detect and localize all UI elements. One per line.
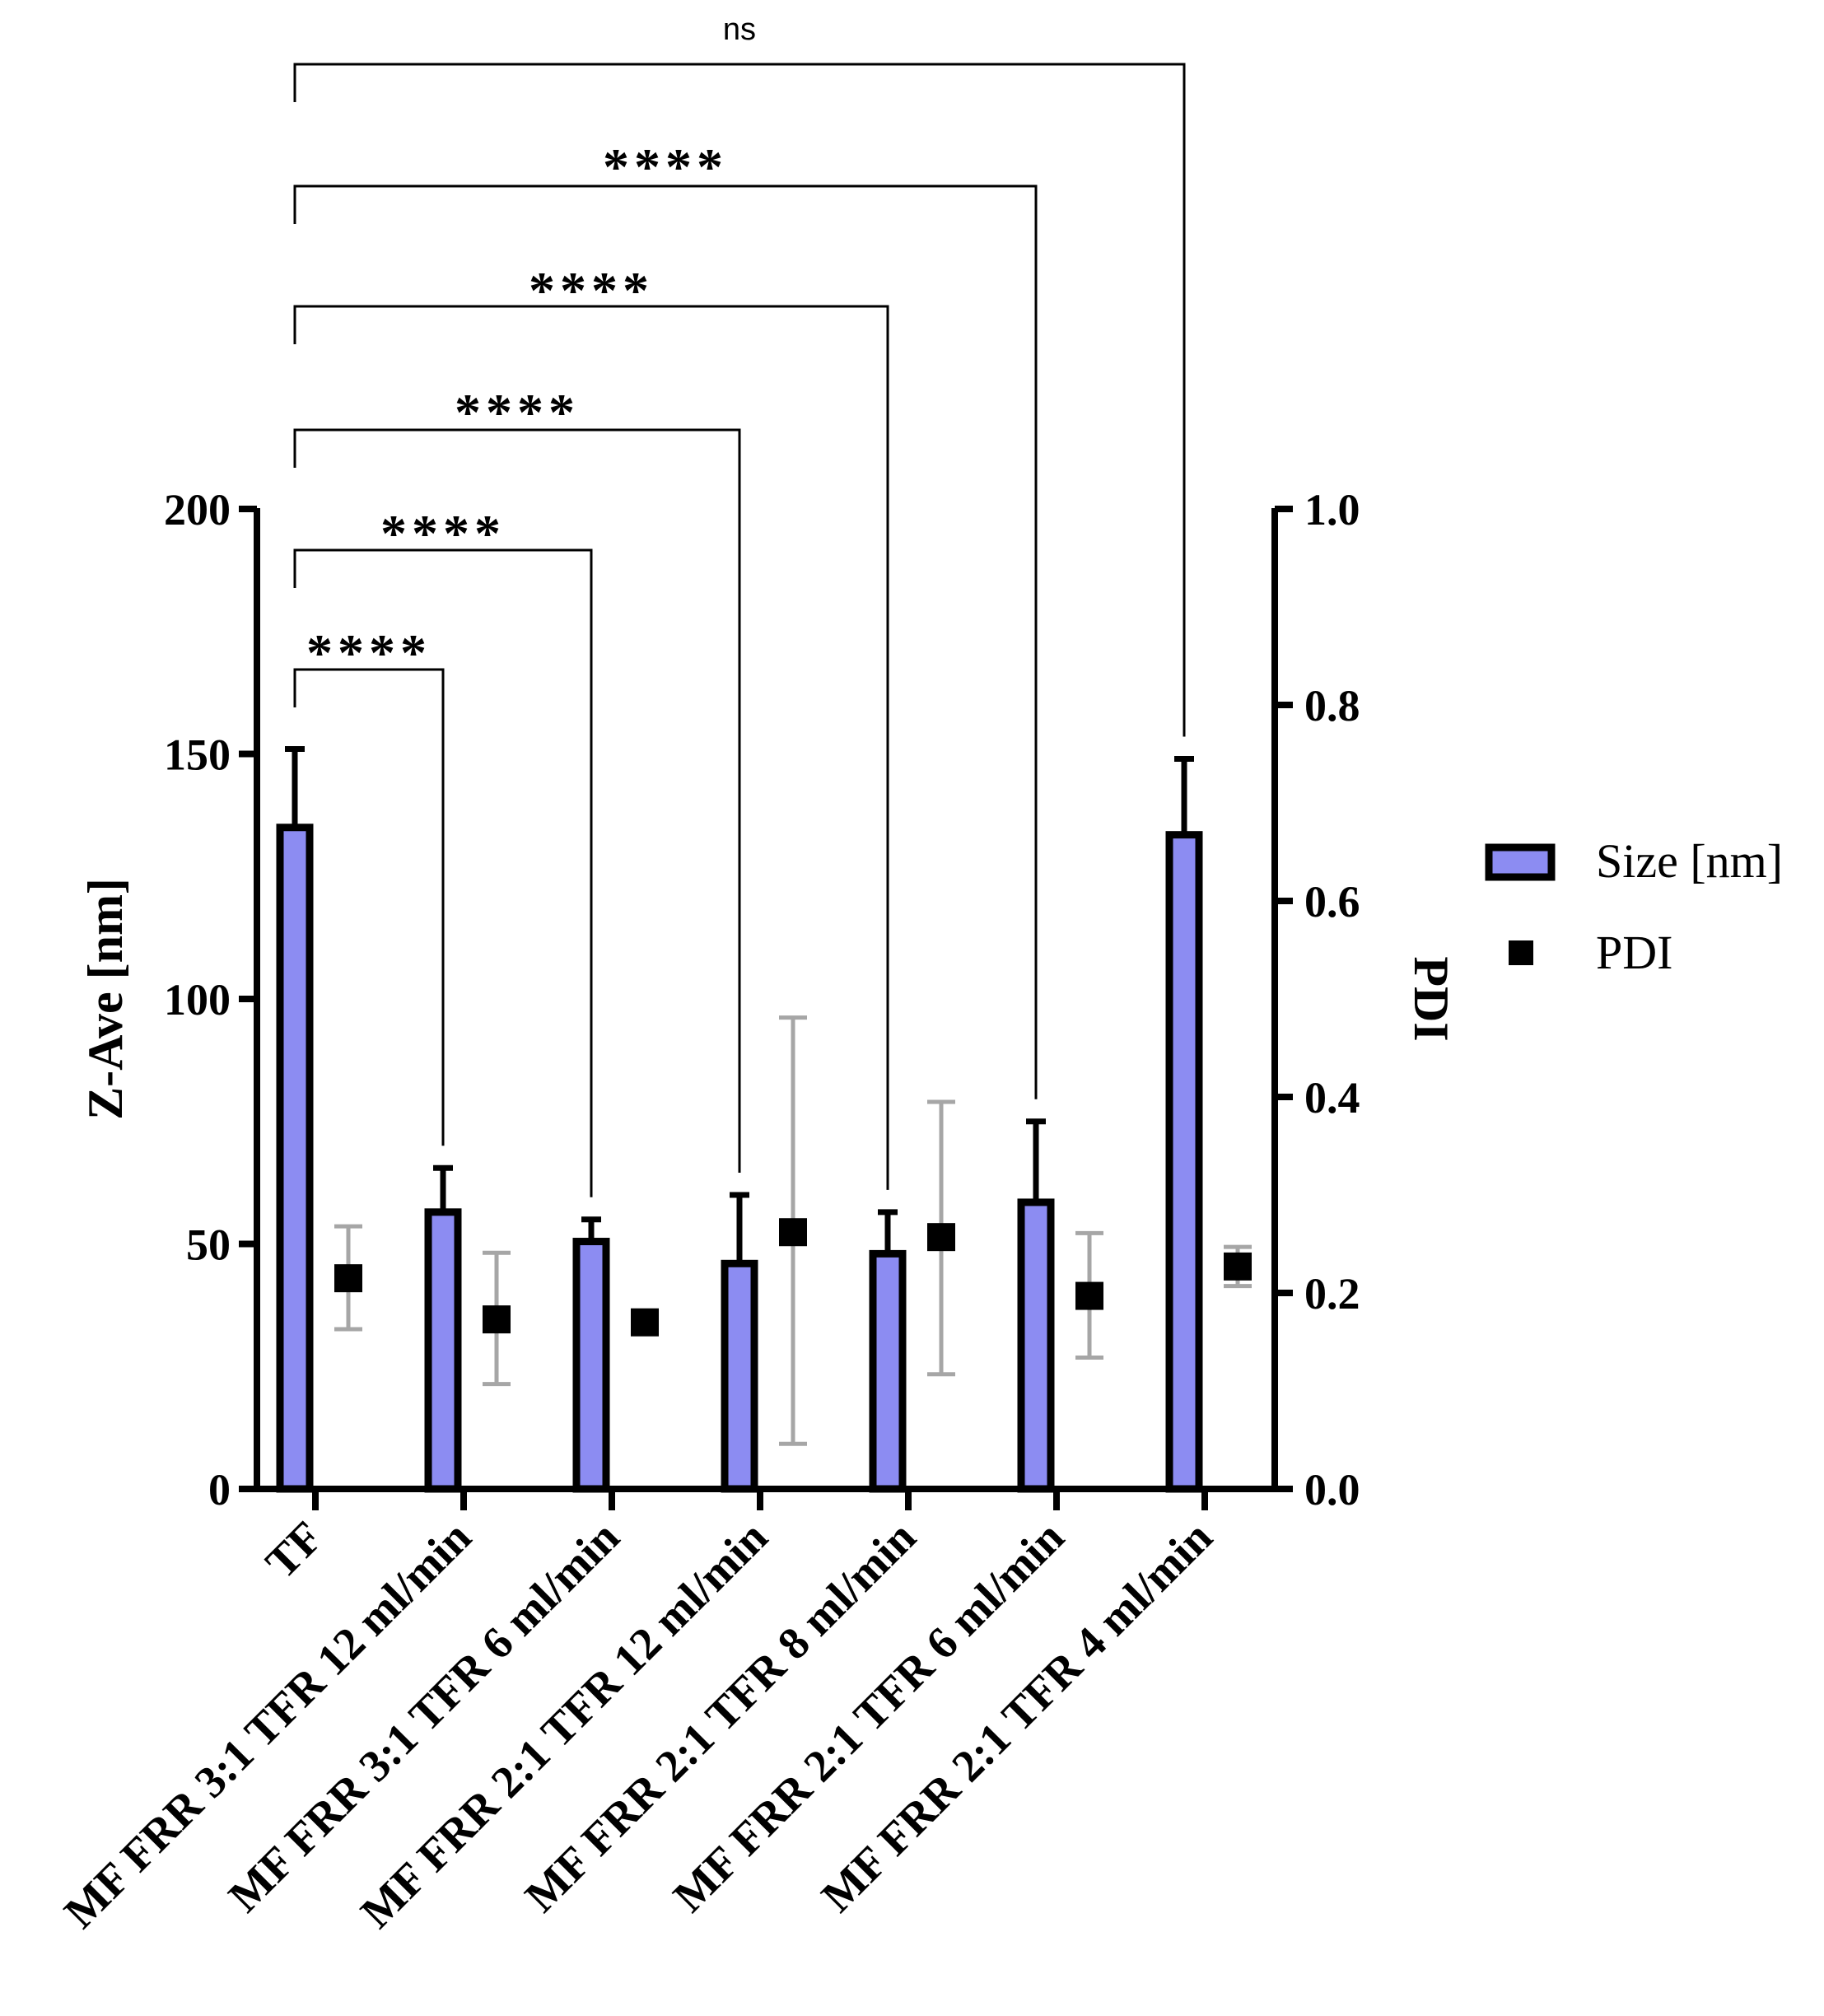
left-y-axis-title: Z-Ave [nm] <box>78 878 133 1120</box>
significance-label: **** <box>603 138 728 196</box>
significance-bracket <box>293 428 741 1173</box>
x-tick-label: TF <box>256 1511 333 1588</box>
size-bar <box>572 1238 610 1493</box>
significance-label: **** <box>529 261 654 320</box>
size-bar <box>276 824 314 1493</box>
left-y-tick-label: 100 <box>164 975 231 1024</box>
pdi-point <box>483 1305 511 1334</box>
right-y-tick-label: 1.0 <box>1304 485 1360 534</box>
legend: Size [nm] PDI <box>1485 834 1783 979</box>
legend-pdi-swatch <box>1509 940 1533 965</box>
right-y-tick-label: 0.4 <box>1304 1073 1360 1122</box>
significance-bracket <box>293 63 1186 737</box>
pdi-point <box>1224 1252 1252 1281</box>
pdi-point <box>631 1308 659 1337</box>
left-y-tick-label: 0 <box>208 1465 231 1514</box>
legend-pdi-label: PDI <box>1596 926 1672 979</box>
right-y-tick-label: 0.2 <box>1304 1269 1360 1318</box>
significance-brackets: **** **** **** **** **** ns <box>293 12 1186 1197</box>
pdi-point <box>1075 1281 1103 1310</box>
significance-label: **** <box>380 504 506 562</box>
size-bar <box>1165 831 1203 1493</box>
axes: 0 50 100 150 200 0.0 0.2 0.4 0.6 0.8 1.0 Z-Ave [nm]… <box>78 485 1458 1514</box>
size-bar <box>424 1208 462 1493</box>
significance-bracket <box>293 305 889 1190</box>
size-bars <box>276 746 1203 1493</box>
pdi-point <box>334 1264 362 1293</box>
left-y-tick-label: 200 <box>164 485 231 534</box>
size-bar <box>721 1259 758 1493</box>
significance-bracket <box>293 548 593 1197</box>
right-y-tick-label: 0.0 <box>1304 1465 1360 1514</box>
legend-size-swatch <box>1485 843 1556 881</box>
right-y-axis-title: PDI <box>1404 956 1458 1041</box>
pdi-point <box>779 1218 807 1247</box>
pdi-point <box>927 1223 955 1252</box>
size-bar <box>869 1249 907 1493</box>
right-y-tick-label: 0.8 <box>1304 681 1360 730</box>
significance-label: **** <box>306 623 432 682</box>
significance-bracket <box>293 184 1038 1099</box>
right-y-tick-label: 0.6 <box>1304 877 1360 926</box>
significance-label: **** <box>455 383 580 441</box>
legend-size-label: Size [nm] <box>1596 834 1783 888</box>
pdi-points <box>334 1015 1252 1446</box>
size-bar <box>1017 1198 1055 1493</box>
significance-label: ns <box>723 12 756 47</box>
significance-bracket <box>293 668 445 1146</box>
left-y-tick-label: 50 <box>186 1220 231 1270</box>
left-y-tick-label: 150 <box>164 730 231 780</box>
